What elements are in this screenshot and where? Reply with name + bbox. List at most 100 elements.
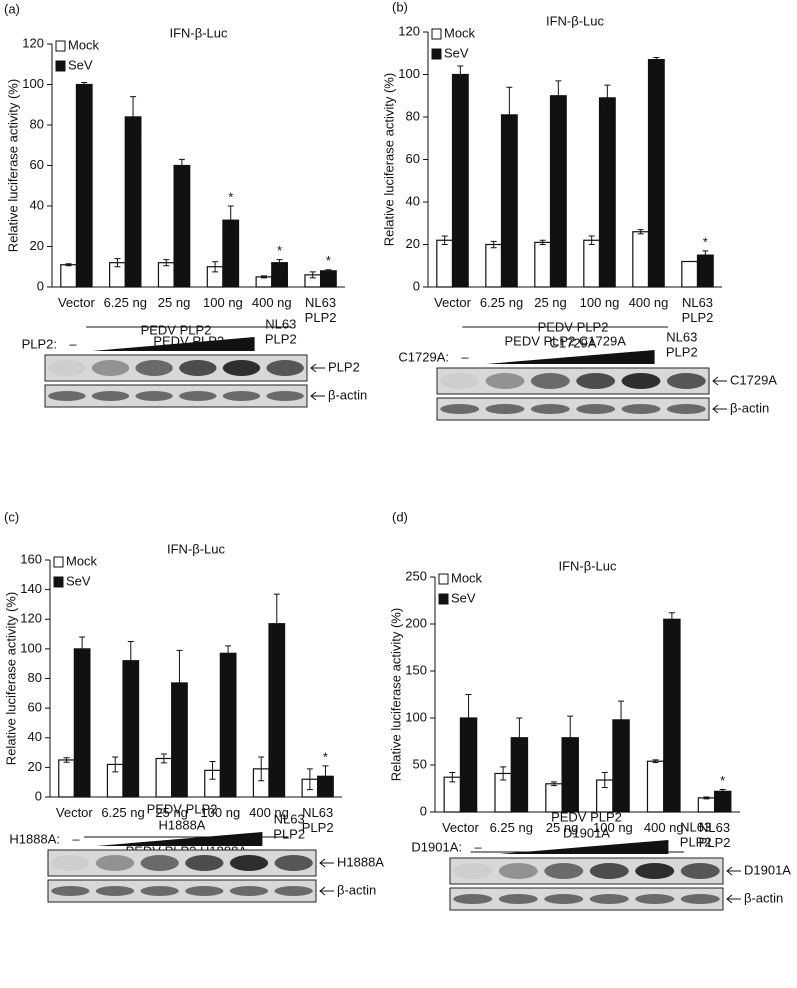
bar [451, 73, 469, 288]
significance-marker: * [277, 243, 282, 258]
blot-arrow [726, 866, 741, 876]
blot-band [485, 373, 525, 389]
error-bar [457, 65, 464, 84]
x-tick-label: 100 ng [203, 295, 243, 310]
error-bar [127, 640, 134, 681]
legend-label: SeV [444, 45, 469, 60]
x-tick-label-box: 6.25 ng [489, 820, 533, 835]
error-bar [588, 235, 595, 245]
x-tick-label-box: Vector [58, 295, 95, 310]
error-bar [178, 158, 185, 173]
error-bar [516, 717, 523, 758]
bar [663, 618, 681, 813]
error-bar [276, 259, 283, 267]
bar [583, 239, 601, 288]
legend-label: Mock [444, 25, 476, 40]
y-axis-label: Relative luciferase activity (%) [3, 592, 18, 765]
x-tick-label: 6.25 ng [489, 820, 533, 835]
blot-strip [44, 354, 308, 382]
error-bar [506, 86, 513, 143]
chart-title: IFN-β-Luc [558, 558, 617, 573]
blot-band [589, 863, 629, 879]
x-tick-label-box: 100 ng [579, 295, 620, 310]
blot-group-label: C1729A [550, 335, 597, 350]
y-tick-label: 80 [30, 116, 44, 131]
legend-label: SeV [66, 573, 91, 588]
y-tick-label: 20 [30, 238, 44, 253]
blot-band [140, 886, 179, 896]
error-bar [258, 756, 265, 782]
blot-band [530, 373, 570, 389]
blot-band [229, 855, 269, 871]
bar [632, 231, 650, 288]
blot-band [530, 404, 570, 414]
blot-band [95, 855, 135, 871]
bar [534, 241, 552, 288]
error-bar [63, 757, 70, 763]
error-bar [130, 96, 137, 138]
error-bar [273, 593, 280, 654]
error-bar [555, 80, 562, 112]
blot-band [91, 391, 130, 401]
significance-marker: * [228, 189, 233, 204]
blot-band [666, 373, 706, 389]
bar [271, 262, 288, 288]
legend-swatch [55, 40, 66, 52]
blot-band [91, 360, 130, 376]
y-tick-label: 40 [30, 197, 44, 212]
x-tick-label-box: NL63 PLP2 [699, 820, 731, 850]
blot-band [48, 391, 86, 401]
dose-wedge [96, 832, 263, 846]
y-tick-label: 100 [405, 709, 427, 724]
blot-band [498, 863, 538, 879]
blot-band [229, 886, 269, 896]
blot-arrow [319, 858, 334, 868]
error-bar [112, 756, 119, 773]
blot-band [185, 855, 224, 871]
blot-band [635, 863, 675, 879]
x-tick-label-box: 100 ng [200, 805, 240, 820]
bar [124, 116, 142, 288]
error-bar [260, 275, 267, 279]
y-tick-label: 60 [28, 700, 42, 715]
significance-marker: * [720, 773, 725, 788]
blot-control-label: PLP2 [273, 826, 305, 841]
x-tick-label: 100 ng [593, 820, 633, 835]
chart-title: IFN-β-Luc [546, 13, 605, 28]
x-tick-label-box: Vector [56, 805, 93, 820]
bar [219, 652, 237, 798]
error-bar [719, 788, 726, 794]
blot-band [179, 391, 217, 401]
y-tick-label: 80 [28, 670, 42, 685]
blot-treatment: D1901A: [411, 839, 462, 854]
blot-band-label: β-actin [328, 387, 367, 402]
error-bar [703, 796, 710, 800]
y-tick-label: 40 [406, 193, 420, 208]
x-tick-label-box: 6.25 ng [480, 295, 523, 310]
blot-arrow [319, 886, 334, 896]
bar [58, 759, 75, 798]
blot-band [635, 894, 675, 904]
blot-band [51, 886, 90, 896]
x-tick-label: 100 ng [579, 295, 620, 310]
blot-band [51, 855, 90, 871]
blot-band-label: β-actin [744, 890, 783, 905]
chart-title: IFN-β-Luc [169, 25, 228, 40]
blot-band [544, 894, 584, 904]
blot-band [576, 404, 616, 414]
bar [443, 776, 462, 813]
x-tick-label-box: 6.25 ng [104, 295, 147, 310]
legend-swatch [53, 556, 64, 568]
blot-strip [47, 879, 317, 903]
blot-control-label: NL63 [666, 329, 697, 344]
x-tick-label-box: 400 ng [644, 820, 684, 835]
blot-strip [47, 849, 317, 877]
blot-control-label: NL63 [274, 811, 305, 826]
y-tick-label: 0 [37, 278, 44, 293]
error-bar [465, 694, 472, 742]
y-tick-label: 0 [413, 278, 420, 293]
blot-band [274, 886, 313, 896]
error-bar [637, 229, 644, 235]
error-bar [601, 772, 608, 789]
